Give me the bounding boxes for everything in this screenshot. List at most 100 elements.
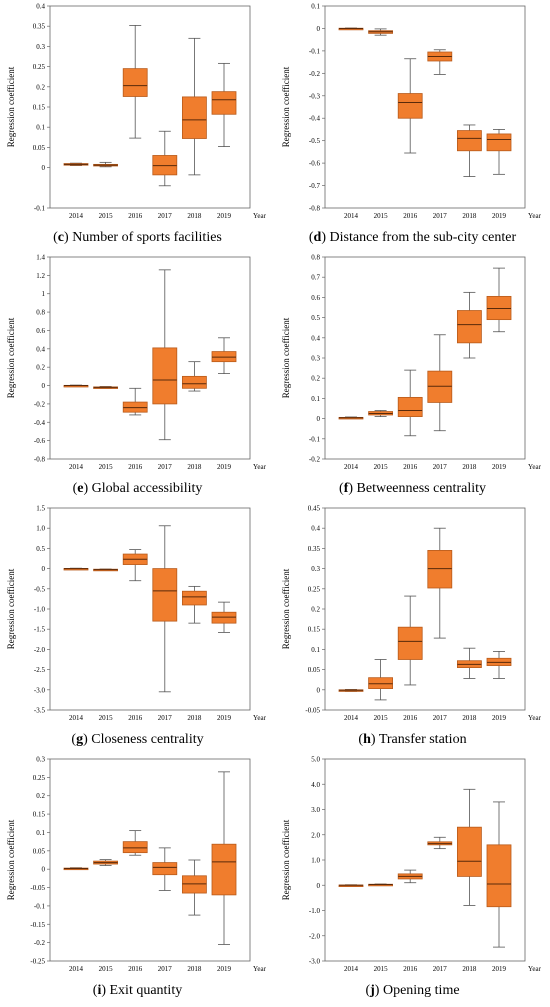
box-2019	[211, 771, 237, 945]
panel-g: -3.5 -3.0 -2.5 -2.0 -1.5 -1.0 -0.5 0 0.5 1.0 1.5 Re…	[0, 502, 275, 753]
y-tick-label: -2.0	[309, 932, 321, 940]
box-iqr	[211, 611, 237, 624]
box-2017	[152, 130, 178, 187]
x-tick-label: 2019	[492, 714, 507, 722]
box-2019	[211, 62, 237, 147]
y-axis-label: Regression coefficient	[281, 819, 291, 900]
x-tick-label: 2019	[492, 965, 507, 973]
box-2015	[93, 859, 118, 866]
y-tick-label: -0.6	[34, 437, 46, 445]
x-tick-label: 2015	[99, 212, 114, 220]
y-tick-label: 0.5	[311, 314, 320, 322]
y-tick-label: 0.05	[33, 144, 46, 152]
y-tick-label: 0	[317, 882, 321, 890]
y-tick-label: -0.5	[34, 585, 46, 593]
box-iqr	[397, 626, 423, 660]
y-tick-label: -0.6	[309, 160, 321, 168]
y-tick-label: 0.1	[36, 124, 45, 132]
y-tick-label: -0.1	[34, 205, 46, 213]
y-tick-label: -0.8	[309, 205, 321, 213]
chart-g-svg: -3.5 -3.0 -2.5 -2.0 -1.5 -1.0 -0.5 0 0.5 1.0 1.5 Re…	[6, 505, 267, 723]
x-tick-label: 2017	[433, 965, 448, 973]
caption-h: (h) Transfer station	[358, 732, 467, 747]
y-tick-label: 0.6	[311, 294, 320, 302]
box-2017	[152, 525, 178, 693]
y-tick-label: -3.0	[34, 686, 46, 694]
box-2019	[486, 129, 512, 175]
box-iqr	[181, 375, 207, 389]
y-tick-label: -0.2	[309, 456, 321, 464]
plot-frame	[49, 758, 251, 962]
box-iqr	[152, 568, 178, 622]
x-tick-label: 2018	[187, 714, 202, 722]
box-2018	[181, 37, 207, 176]
x-tick-label: 2019	[492, 463, 507, 471]
box-2018	[456, 647, 482, 679]
y-tick-label: 0.4	[36, 3, 45, 11]
y-tick-label: 1.5	[36, 505, 45, 513]
plot-frame	[324, 5, 526, 209]
panel-c: -0.1 0 0.05 0.1 0.15 0.2 0.25 0.3 0.35 0.4 Regress…	[0, 0, 275, 251]
y-tick-label: 0	[42, 164, 46, 172]
y-tick-label: 0.3	[311, 565, 320, 573]
x-tick-label: 2018	[187, 965, 202, 973]
caption-g-letter: g	[76, 732, 84, 747]
y-tick-label: 0.2	[311, 375, 320, 383]
y-tick-label: -2.5	[34, 666, 46, 674]
x-tick-label: 2016	[128, 212, 143, 220]
y-tick-label: 1.0	[36, 525, 45, 533]
caption-j: (j) Opening time	[365, 983, 460, 998]
box-iqr	[152, 862, 178, 876]
y-tick-label: 0.15	[33, 811, 46, 819]
box-2017	[427, 527, 453, 639]
chart-h-svg: -0.05 0 0.05 0.1 0.15 0.2 0.25 0.3 0.35 0.4 0.45 Re…	[281, 505, 542, 723]
y-tick-label: 5.0	[311, 756, 320, 764]
x-tick-label: 2017	[158, 212, 173, 220]
y-tick-label: 0.2	[311, 606, 320, 614]
box-2015	[368, 659, 393, 701]
y-tick-label: -0.5	[309, 137, 321, 145]
y-tick-label: -0.7	[309, 182, 321, 190]
caption-c-letter: c	[57, 230, 65, 245]
x-tick-label: 2018	[187, 212, 202, 220]
box-2018	[456, 788, 482, 906]
box-2019	[486, 801, 512, 948]
x-tick-label: 2019	[217, 463, 232, 471]
chart-i-svg: -0.25 -0.2 -0.15 -0.1 -0.05 0 0.05 0.1 0.15 0.2 0.…	[6, 756, 267, 974]
box-2016	[397, 595, 423, 686]
y-tick-label: 0.8	[311, 254, 320, 262]
y-tick-label: 0.15	[33, 104, 46, 112]
y-tick-label: 0	[317, 25, 321, 33]
caption-d: (d) Distance from the sub-city center	[308, 230, 517, 245]
y-tick-label: 0.7	[311, 274, 320, 282]
caption-e: (e) Global accessibility	[72, 481, 203, 496]
box-iqr	[211, 843, 237, 896]
y-tick-label: 0	[42, 565, 46, 573]
box-2018	[456, 124, 482, 177]
box-2019	[211, 337, 237, 375]
caption-f-letter: f	[343, 481, 349, 496]
box-2016	[122, 549, 148, 582]
box-iqr	[122, 841, 148, 854]
caption-j-letter: j	[370, 983, 375, 998]
box-2015	[368, 883, 393, 887]
caption-j-title: Opening time	[382, 983, 460, 998]
x-tick-label: 2015	[99, 463, 114, 471]
box-2015	[93, 386, 118, 389]
box-iqr	[486, 295, 512, 321]
x-tick-label: 2014	[344, 965, 359, 973]
y-tick-label: 0.15	[308, 626, 321, 634]
y-tick-label: 0.4	[311, 334, 320, 342]
y-axis-label: Regression coefficient	[281, 66, 291, 147]
box-2017	[152, 269, 178, 441]
box-2018	[181, 585, 207, 624]
y-tick-label: 0.3	[36, 43, 45, 51]
caption-d-letter: d	[313, 230, 322, 245]
chart-f-svg: -0.2 -0.1 0 0.1 0.2 0.3 0.4 0.5 0.6 0.7 0.8 Regress…	[281, 254, 542, 472]
y-tick-label: 0	[317, 415, 321, 423]
caption-f-title: Betweenness centrality	[356, 481, 486, 496]
box-iqr	[181, 875, 207, 894]
y-tick-label: -0.1	[34, 902, 46, 910]
y-tick-label: 0	[42, 866, 46, 874]
y-tick-label: -0.25	[30, 958, 45, 966]
